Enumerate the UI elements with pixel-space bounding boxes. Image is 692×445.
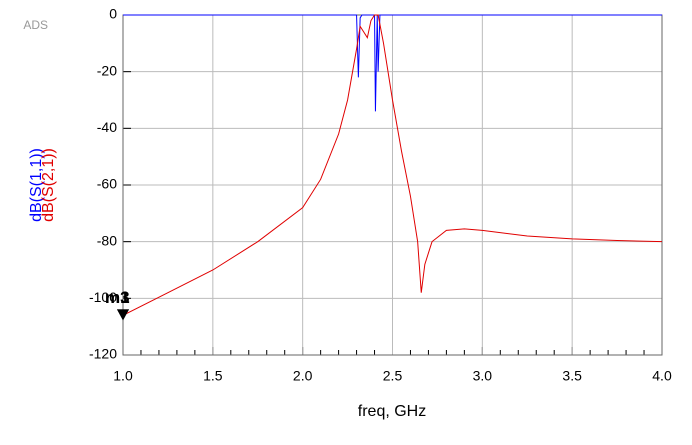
line-series [122,14,663,316]
y-tick-label: -20 [97,62,117,78]
x-tick-label: 3.5 [562,368,582,384]
y-tick-label: -120 [89,346,117,362]
x-tick-label: 1.0 [113,368,133,384]
y-tick-label: -40 [97,119,117,135]
marker [117,309,129,321]
y-tick-label: -80 [97,232,117,248]
y-tick-label: -100 [89,289,117,305]
x-tick-label: 2.5 [383,368,403,384]
logo: ADS [23,18,48,32]
x-tick-label: 1.5 [203,368,223,384]
x-axis-label: freq, GHz [358,403,426,420]
x-tick-label: 3.0 [473,368,493,384]
y-tick-label: -60 [97,176,117,192]
y-tick-label: 0 [109,6,117,22]
marker-label: m1 [105,288,130,307]
marker-label: m3 [105,288,130,307]
x-tick-label: 4.0 [652,368,672,384]
legend-label: dB(S(1,1)) [28,148,45,222]
x-tick-label: 2.0 [293,368,313,384]
legend-label: dB(S(2,1)) [40,148,57,222]
